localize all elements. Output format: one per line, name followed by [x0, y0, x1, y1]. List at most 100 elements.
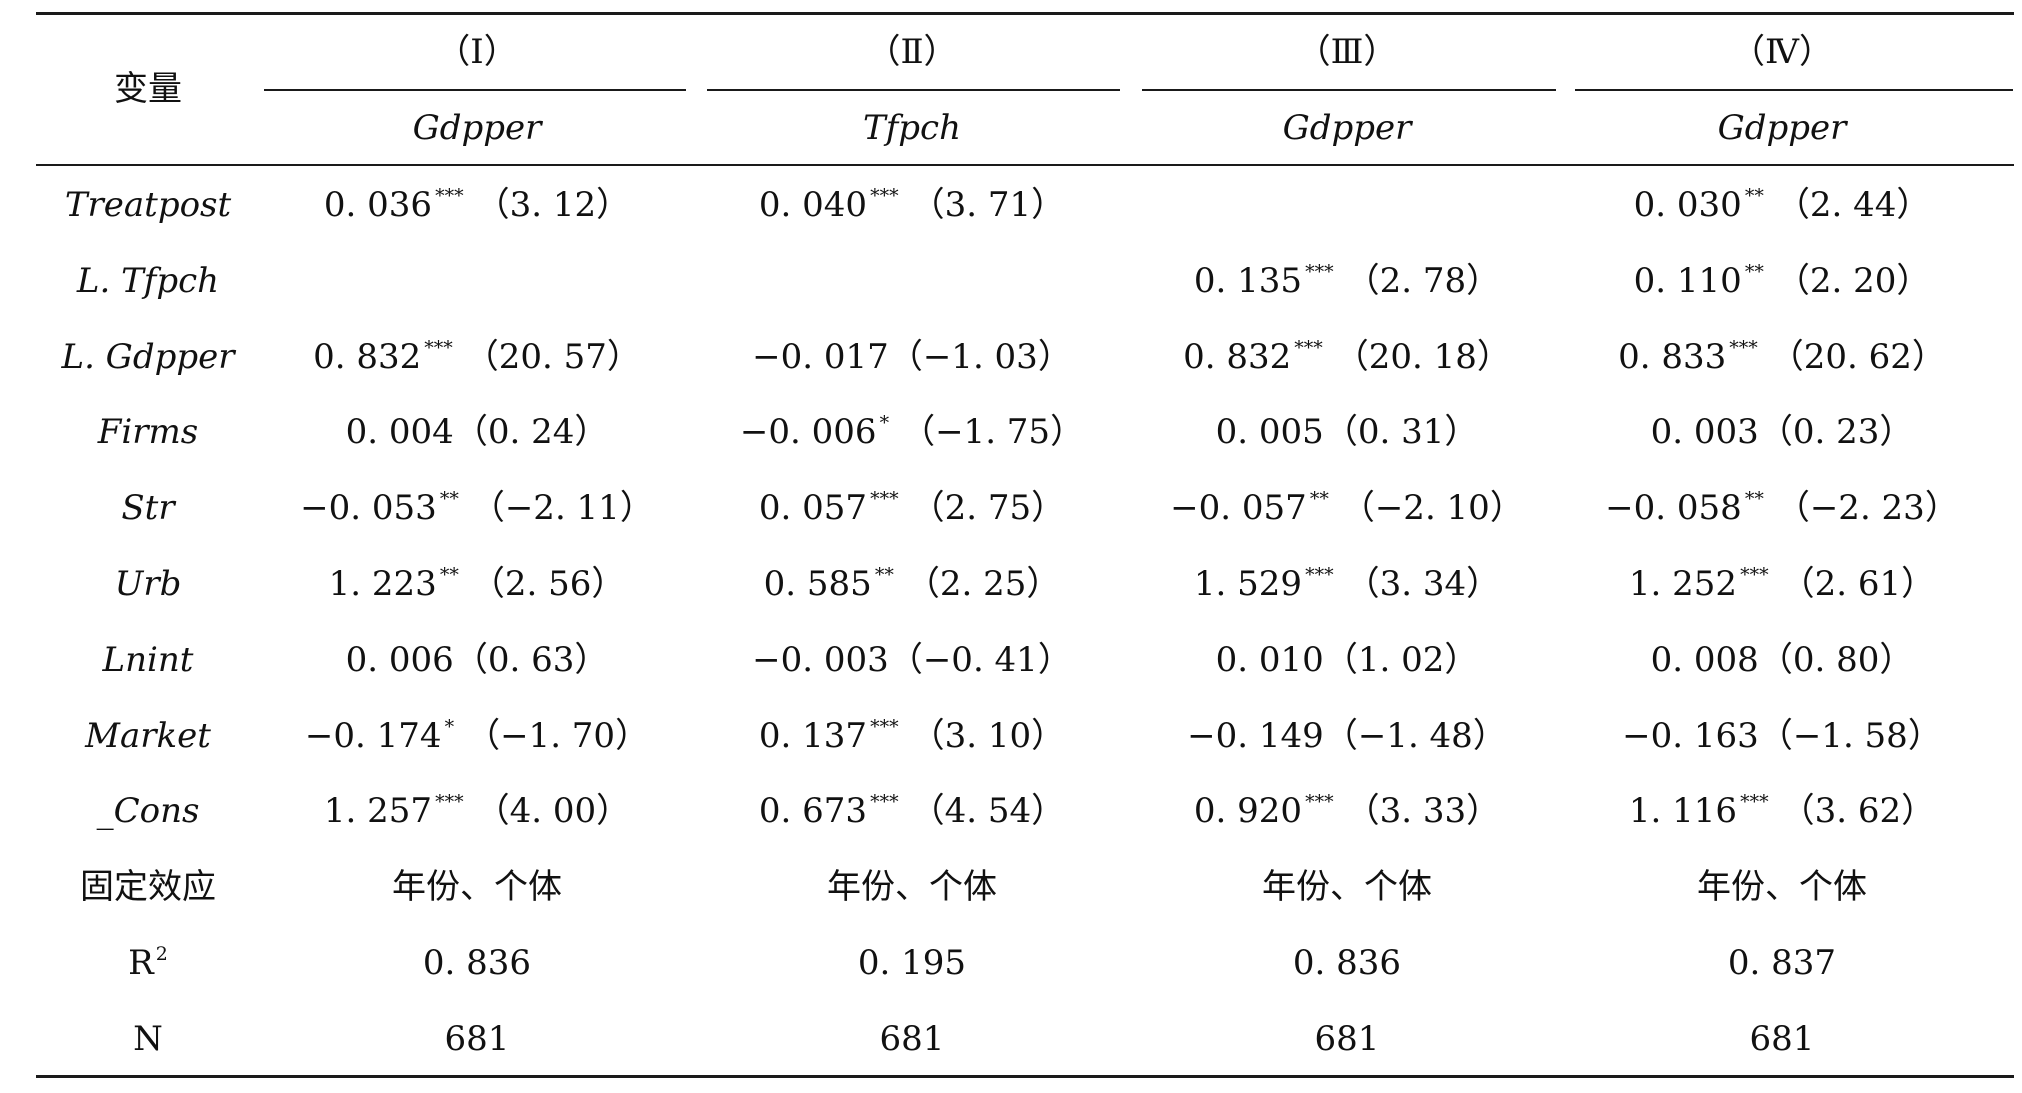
row-label: Firms	[97, 412, 199, 453]
coefficient-cell: 0. 585 ** （2. 25）	[763, 564, 1061, 604]
fixed-effects-label: 固定效应	[80, 867, 216, 908]
t-statistic: （2. 25）	[905, 564, 1061, 604]
coefficient-value: 0. 030	[1633, 185, 1742, 225]
coefficient-value: −0. 053	[300, 488, 437, 529]
t-statistic: （0. 80）	[1758, 639, 1914, 680]
significance-stars: ***	[1740, 791, 1769, 814]
t-statistic: （2. 75）	[910, 488, 1066, 529]
coefficient-value: 0. 005	[1215, 412, 1324, 453]
t-statistic: （0. 63）	[453, 639, 609, 680]
significance-stars: **	[439, 564, 459, 586]
coefficient-value: 0. 008	[1650, 639, 1759, 680]
coefficient-cell: 1. 529 *** （3. 34）	[1193, 564, 1501, 604]
t-statistic: （−1. 03）	[888, 336, 1072, 377]
row-label: Lnint	[102, 639, 194, 680]
coefficient-cell: 0. 137 *** （3. 10）	[758, 715, 1066, 756]
significance-stars: ***	[1729, 336, 1758, 359]
coefficient-value: 0. 006	[345, 639, 454, 680]
t-statistic: （−1. 75）	[901, 412, 1085, 453]
column-group-rule	[707, 89, 1120, 91]
coefficient-value: 0. 010	[1215, 639, 1324, 680]
coefficient-cell: 0. 833 *** （20. 62）	[1618, 336, 1946, 377]
observations-value: 681	[879, 1018, 945, 1059]
r-squared-letter: R	[128, 943, 154, 983]
row-label: Str	[121, 488, 175, 529]
coefficient-cell: 1. 257 *** （4. 00）	[323, 791, 631, 832]
coefficient-value: 0. 920	[1193, 791, 1303, 832]
row-label: Market	[85, 715, 211, 756]
coefficient-cell: −0. 058 ** （−2. 23）	[1605, 488, 1959, 529]
fixed-effects-value: 年份、个体	[392, 867, 562, 908]
t-statistic: （20. 57）	[464, 336, 641, 377]
t-statistic: （4. 54）	[910, 791, 1066, 832]
t-statistic: （3. 10）	[910, 715, 1066, 756]
coefficient-cell: 1. 252 *** （2. 61）	[1629, 564, 1936, 604]
coefficient-value: 0. 673	[758, 791, 868, 832]
dependent-variable: Gdpper	[1282, 108, 1412, 148]
coefficient-cell: 0. 036 *** （3. 12）	[323, 185, 630, 225]
row-label: Urb	[114, 564, 182, 604]
t-statistic: （3. 34）	[1345, 564, 1501, 604]
dependent-variable: Tfpch	[863, 108, 961, 148]
coefficient-value: 0. 585	[763, 564, 872, 604]
significance-stars: ***	[870, 488, 899, 511]
column-number: （Ⅱ）	[866, 32, 958, 72]
coefficient-value: −0. 003	[752, 639, 889, 680]
t-statistic: （3. 62）	[1780, 791, 1936, 832]
t-statistic: （−2. 23）	[1775, 488, 1959, 529]
coefficient-value: 0. 137	[758, 715, 868, 756]
row-label: _Cons	[96, 791, 200, 832]
r-squared-value: 0. 195	[857, 943, 967, 983]
column-group-rule	[264, 89, 686, 91]
column-number: （Ⅰ）	[436, 32, 518, 72]
coefficient-value: −0. 006	[739, 412, 877, 453]
coefficient-cell: 0. 005（0. 31）	[1216, 415, 1479, 449]
coefficient-cell: 1. 223 ** （2. 56）	[329, 564, 626, 602]
t-statistic: （2. 20）	[1775, 260, 1931, 301]
coefficient-cell: −0. 057 ** （−2. 10）	[1170, 488, 1524, 529]
coefficient-value: 1. 257	[323, 791, 433, 832]
coefficient-value: 0. 036	[323, 185, 433, 225]
significance-stars: ***	[870, 715, 899, 738]
significance-stars: ***	[435, 791, 464, 814]
row-label: Treatpost	[64, 185, 232, 225]
t-statistic: （1. 02）	[1323, 639, 1479, 680]
significance-stars: ***	[424, 336, 453, 359]
significance-stars: **	[439, 488, 459, 511]
coefficient-cell: 0. 030 ** （2. 44）	[1633, 185, 1931, 225]
coefficient-value: −0. 058	[1605, 488, 1742, 529]
t-statistic: （0. 24）	[453, 412, 609, 453]
t-statistic: （0. 23）	[1758, 412, 1914, 453]
t-statistic: （20. 18）	[1334, 336, 1511, 377]
coefficient-value: 0. 832	[313, 336, 422, 377]
t-statistic: （−2. 10）	[1340, 488, 1524, 529]
significance-stars: ***	[1294, 336, 1323, 359]
coefficient-cell: −0. 053 ** （−2. 11）	[300, 488, 654, 529]
coefficient-cell: 0. 673 *** （4. 54）	[758, 791, 1066, 832]
coefficient-cell: −0. 006 * （−1. 75）	[739, 412, 1085, 453]
fixed-effects-value: 年份、个体	[1262, 867, 1432, 908]
observations-value: 681	[444, 1018, 510, 1059]
significance-stars: **	[1309, 488, 1329, 511]
coefficient-value: −0. 149	[1187, 715, 1324, 756]
coefficient-value: 0. 832	[1183, 336, 1292, 377]
bottom-rule	[36, 1075, 2014, 1078]
t-statistic: （20. 62）	[1769, 336, 1946, 377]
coefficient-cell: 0. 110 ** （2. 20）	[1634, 260, 1931, 301]
coefficient-cell: 0. 135 *** （2. 78）	[1194, 262, 1500, 298]
coefficient-value: 1. 529	[1193, 564, 1303, 604]
row-label: L. Gdpper	[61, 336, 235, 377]
coefficient-value: −0. 174	[304, 715, 442, 756]
r-squared-superscript: 2	[155, 943, 168, 965]
t-statistic: （0. 31）	[1323, 412, 1479, 453]
t-statistic: （−2. 11）	[470, 488, 654, 529]
coefficient-value: −0. 017	[752, 336, 889, 377]
coefficient-cell: −0. 163（−1. 58）	[1622, 719, 1942, 753]
coefficient-cell: 0. 057 *** （2. 75）	[759, 488, 1066, 529]
significance-stars: ***	[1740, 564, 1769, 586]
stub-header: 变量	[114, 69, 182, 109]
t-statistic: （2. 61）	[1780, 564, 1936, 604]
t-statistic: （4. 00）	[475, 791, 631, 832]
t-statistic: （−1. 48）	[1323, 715, 1507, 756]
